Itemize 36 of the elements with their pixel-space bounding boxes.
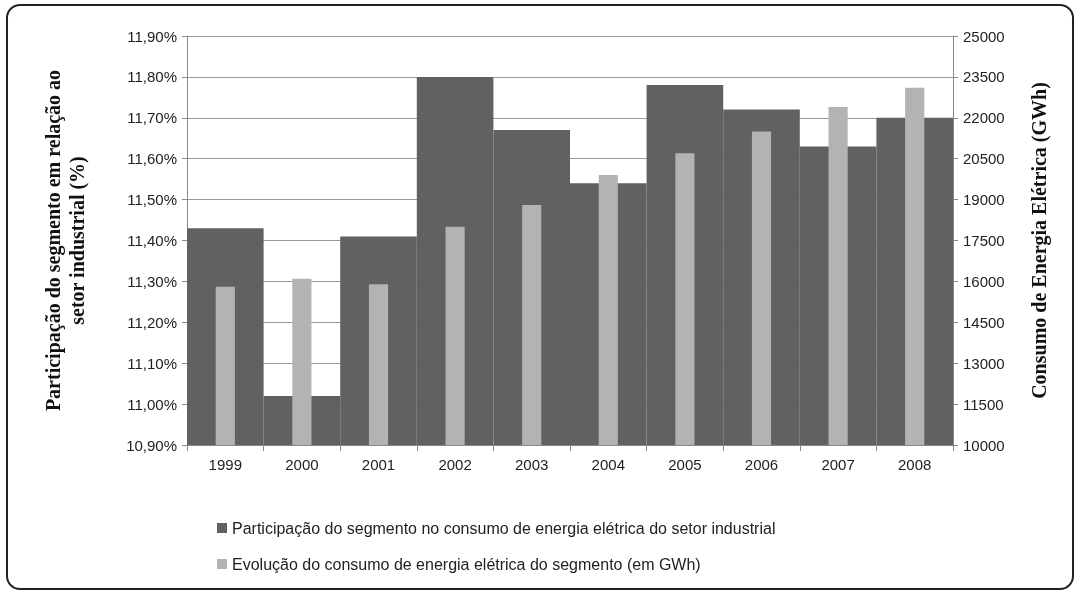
y-tick-label: 11,40% (127, 232, 177, 249)
x-tick-label: 1999 (208, 456, 242, 473)
y-axis-title: Participação do segmento em relação ao setor industrial (%) (42, 69, 89, 412)
y2-tick-label: 17500 (963, 232, 1005, 249)
y2-tick-label: 23500 (963, 68, 1005, 86)
y-tick-label: 11,60% (127, 150, 177, 168)
y2-axis-title: Consumo de Energia Elétrica (GWh) (1028, 82, 1051, 399)
y2-tick-label: 10000 (963, 436, 1005, 454)
legend-label: Evolução do consumo de energia elétrica do segmento (em GWh) (232, 555, 701, 573)
x-tick-label: 2001 (361, 456, 396, 473)
y2-tick-label: 13000 (963, 354, 1005, 372)
x-tick-label: 2002 (438, 456, 472, 473)
y-tick-label: 11,80% (127, 68, 177, 86)
y-tick-label: 11,70% (127, 109, 177, 127)
y2-tick-label: 11500 (963, 395, 1004, 413)
x-tick-label: 2005 (668, 456, 702, 473)
legend-label: Participação do segmento no consumo de energia elétrica do setor industrial (232, 519, 776, 537)
y2-tick-label: 16000 (963, 272, 1005, 290)
y2-tick-label: 25000 (963, 27, 1005, 45)
x-tick-label: 2006 (744, 456, 779, 473)
y-tick-label: 11,30% (127, 272, 177, 290)
y2-tick-label: 20500 (963, 150, 1005, 168)
x-tick-label: 2003 (515, 456, 549, 473)
x-tick-label: 2000 (285, 456, 319, 473)
y2-tick-label: 19000 (963, 191, 1005, 209)
y-tick-label: 10,90% (126, 436, 177, 454)
y-tick-label: 11,00% (127, 395, 177, 413)
y2-tick-label: 22000 (963, 109, 1005, 127)
y-tick-label: 11,20% (127, 313, 177, 331)
y-tick-label: 11,50% (127, 191, 177, 209)
x-tick-label: 2007 (821, 456, 855, 473)
y-tick-label: 11,90% (127, 27, 177, 45)
y2-tick-label: 14500 (963, 313, 1005, 331)
x-tick-label: 2004 (591, 456, 625, 473)
x-tick-label: 2008 (898, 456, 932, 473)
y-tick-label: 11,10% (127, 354, 177, 372)
